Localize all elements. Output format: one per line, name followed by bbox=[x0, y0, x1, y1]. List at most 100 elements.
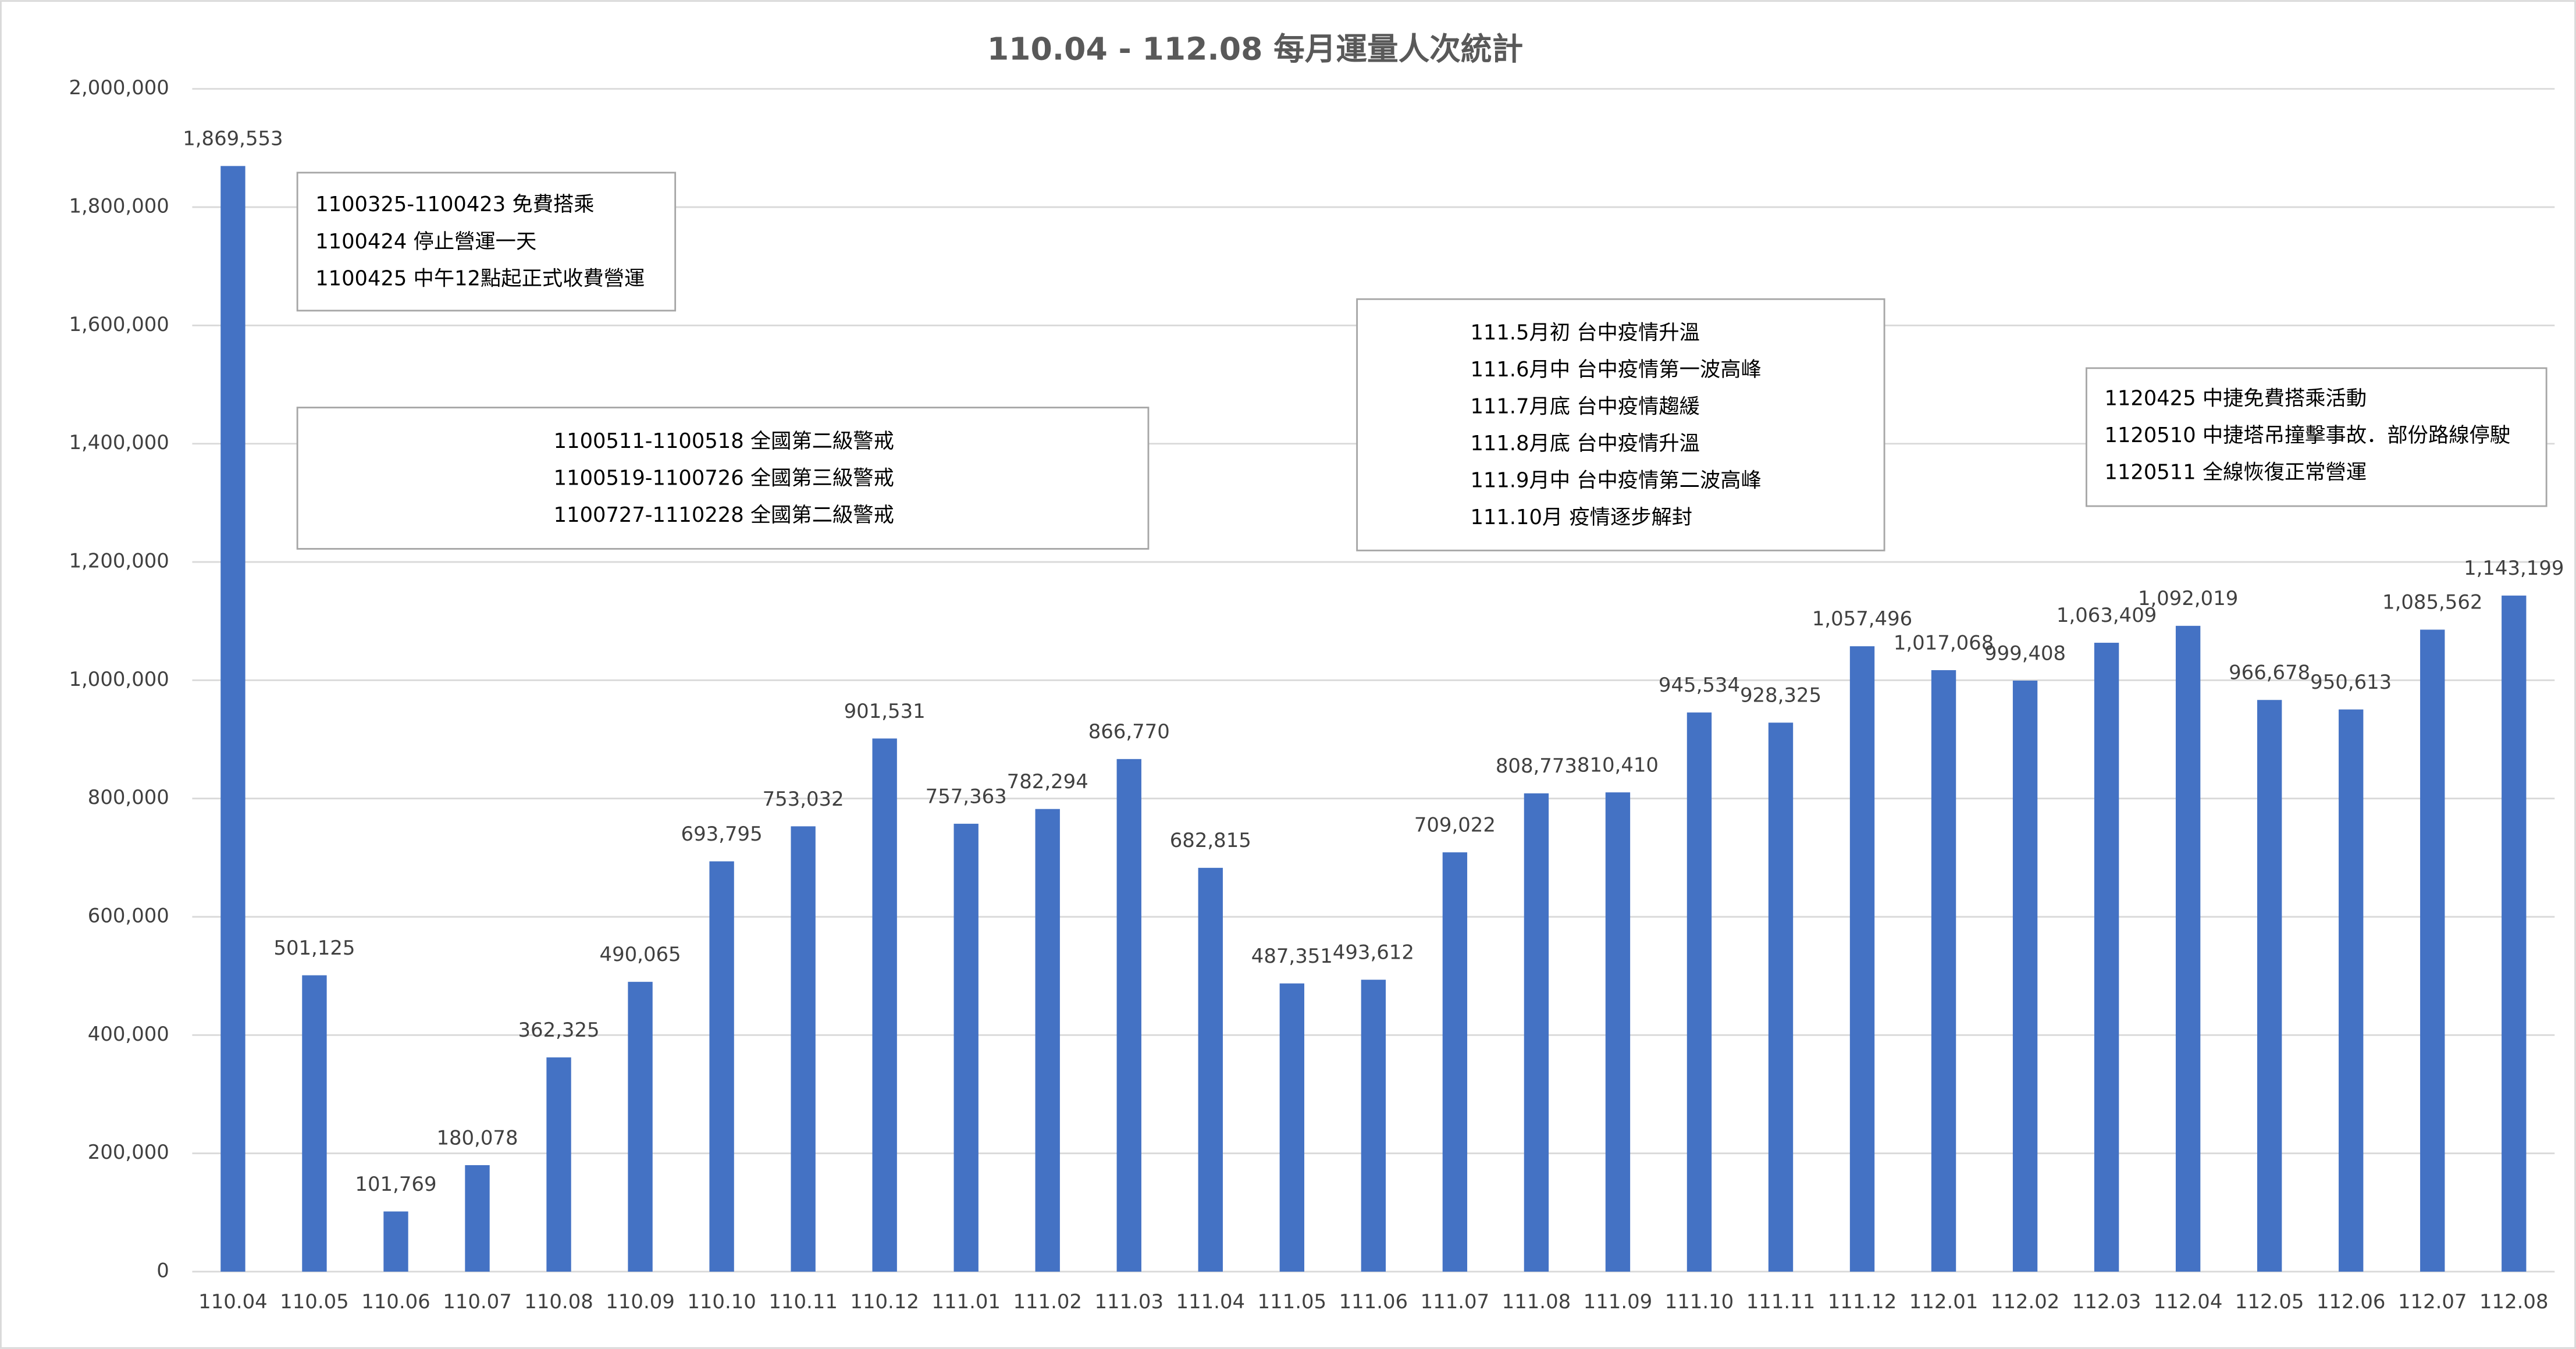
annotation-text: 1100425 中午12點起正式收費營運 bbox=[315, 266, 645, 290]
annotation-text: 111.10月 疫情逐步解封 bbox=[1470, 506, 1692, 529]
bar bbox=[953, 824, 979, 1272]
annotation-text: 111.8月底 台中疫情升溫 bbox=[1470, 432, 1699, 455]
annotation-text: 1120511 全線恢復正常營運 bbox=[2105, 461, 2367, 485]
bar bbox=[1849, 646, 1875, 1272]
bar bbox=[2420, 629, 2445, 1272]
annotation-box bbox=[2086, 367, 2547, 507]
annotation-text: 1120510 中捷塔吊撞擊事故．部份路線停駛 bbox=[2105, 423, 2511, 447]
y-tick-label: 1,400,000 bbox=[69, 431, 169, 454]
value-label: 901,531 bbox=[844, 700, 926, 722]
x-tick-label: 111.08 bbox=[1502, 1290, 1571, 1313]
x-tick-label: 112.02 bbox=[1991, 1290, 2060, 1313]
x-tick-label: 111.06 bbox=[1339, 1290, 1408, 1313]
value-label: 1,092,019 bbox=[2138, 587, 2238, 610]
x-tick-label: 110.06 bbox=[361, 1290, 430, 1313]
y-tick-label: 600,000 bbox=[88, 905, 169, 927]
value-label: 487,351 bbox=[1251, 945, 1333, 967]
x-tick-label: 110.05 bbox=[280, 1290, 349, 1313]
x-tick-label: 111.12 bbox=[1828, 1290, 1897, 1313]
value-label: 1,869,553 bbox=[183, 127, 283, 150]
bar bbox=[2339, 709, 2364, 1272]
bar bbox=[1768, 722, 1794, 1272]
bar bbox=[465, 1165, 490, 1272]
x-tick-label: 112.01 bbox=[1909, 1290, 1979, 1313]
bar bbox=[1035, 809, 1060, 1272]
value-label: 1,057,496 bbox=[1812, 607, 1912, 630]
bar bbox=[628, 981, 653, 1272]
y-tick-label: 800,000 bbox=[88, 786, 169, 809]
bar bbox=[1361, 980, 1386, 1272]
y-tick-label: 2,000,000 bbox=[69, 76, 169, 99]
value-label: 866,770 bbox=[1088, 720, 1170, 743]
value-label: 966,678 bbox=[2229, 661, 2310, 684]
bar bbox=[220, 166, 245, 1272]
bar bbox=[546, 1057, 571, 1272]
x-tick-label: 111.09 bbox=[1584, 1290, 1653, 1313]
value-label: 493,612 bbox=[1333, 941, 1414, 964]
value-label: 501,125 bbox=[273, 937, 355, 959]
bar bbox=[2257, 700, 2282, 1272]
value-label: 709,022 bbox=[1414, 814, 1496, 837]
value-label: 1,017,068 bbox=[1894, 631, 1994, 654]
x-tick-label: 111.11 bbox=[1746, 1290, 1816, 1313]
x-tick-label: 110.11 bbox=[768, 1290, 838, 1313]
bar bbox=[1116, 759, 1141, 1272]
value-label: 101,769 bbox=[355, 1173, 436, 1195]
annotation-text: 111.7月底 台中疫情趨緩 bbox=[1470, 395, 1699, 419]
value-label: 810,410 bbox=[1577, 753, 1659, 776]
x-tick-label: 112.06 bbox=[2317, 1290, 2386, 1313]
chart-title: 110.04 - 112.08 每月運量人次統計 bbox=[987, 30, 1523, 67]
bar bbox=[2175, 625, 2201, 1272]
bar bbox=[302, 975, 327, 1272]
bar bbox=[1931, 670, 1956, 1272]
annotation-text: 1100519-1100726 全國第三級警戒 bbox=[554, 466, 894, 490]
annotation-box bbox=[1356, 298, 1885, 551]
x-tick-label: 110.08 bbox=[524, 1290, 593, 1313]
annotation-text: 1100727-1110228 全國第二級警戒 bbox=[554, 503, 894, 527]
value-label: 753,032 bbox=[763, 788, 844, 810]
bar bbox=[2094, 642, 2119, 1272]
y-tick-label: 200,000 bbox=[88, 1141, 169, 1163]
value-label: 928,325 bbox=[1740, 684, 1821, 707]
y-tick-label: 1,000,000 bbox=[69, 668, 169, 690]
value-label: 362,325 bbox=[518, 1019, 599, 1041]
bar bbox=[1605, 792, 1631, 1272]
x-tick-label: 111.01 bbox=[931, 1290, 1001, 1313]
value-label: 682,815 bbox=[1170, 829, 1251, 852]
bar bbox=[1687, 712, 1712, 1272]
y-tick-label: 400,000 bbox=[88, 1023, 169, 1045]
x-tick-label: 112.04 bbox=[2154, 1290, 2223, 1313]
x-tick-label: 110.09 bbox=[606, 1290, 675, 1313]
x-tick-label: 111.05 bbox=[1258, 1290, 1327, 1313]
bar bbox=[2502, 595, 2527, 1272]
value-label: 945,534 bbox=[1659, 674, 1740, 696]
value-label: 1,143,199 bbox=[2464, 557, 2564, 579]
x-tick-label: 112.03 bbox=[2072, 1290, 2141, 1313]
annotation-text: 1100424 停止營運一天 bbox=[315, 230, 536, 254]
annotation-text: 111.6月中 台中疫情第一波高峰 bbox=[1470, 358, 1761, 382]
value-label: 1,085,562 bbox=[2382, 591, 2482, 614]
bar bbox=[791, 826, 816, 1272]
x-tick-label: 110.10 bbox=[687, 1290, 756, 1313]
value-label: 808,773 bbox=[1496, 754, 1577, 777]
x-tick-label: 111.04 bbox=[1176, 1290, 1246, 1313]
y-tick-label: 1,800,000 bbox=[69, 195, 169, 218]
bar bbox=[2012, 680, 2038, 1272]
value-label: 782,294 bbox=[1007, 770, 1088, 793]
x-tick-label: 111.02 bbox=[1013, 1290, 1082, 1313]
annotation-box bbox=[296, 407, 1150, 550]
annotation-text: 1100511-1100518 全國第二級警戒 bbox=[554, 429, 894, 453]
value-label: 490,065 bbox=[600, 943, 681, 966]
x-tick-label: 110.04 bbox=[198, 1290, 268, 1313]
annotation-text: 111.9月中 台中疫情第二波高峰 bbox=[1470, 469, 1761, 493]
y-tick-label: 1,200,000 bbox=[69, 550, 169, 572]
x-tick-label: 112.05 bbox=[2235, 1290, 2304, 1313]
x-tick-label: 112.08 bbox=[2479, 1290, 2549, 1313]
value-label: 950,613 bbox=[2310, 671, 2392, 693]
value-label: 757,363 bbox=[926, 785, 1007, 807]
y-tick-label: 1,600,000 bbox=[69, 313, 169, 336]
value-label: 1,063,409 bbox=[2056, 604, 2157, 627]
x-tick-label: 111.07 bbox=[1421, 1290, 1490, 1313]
